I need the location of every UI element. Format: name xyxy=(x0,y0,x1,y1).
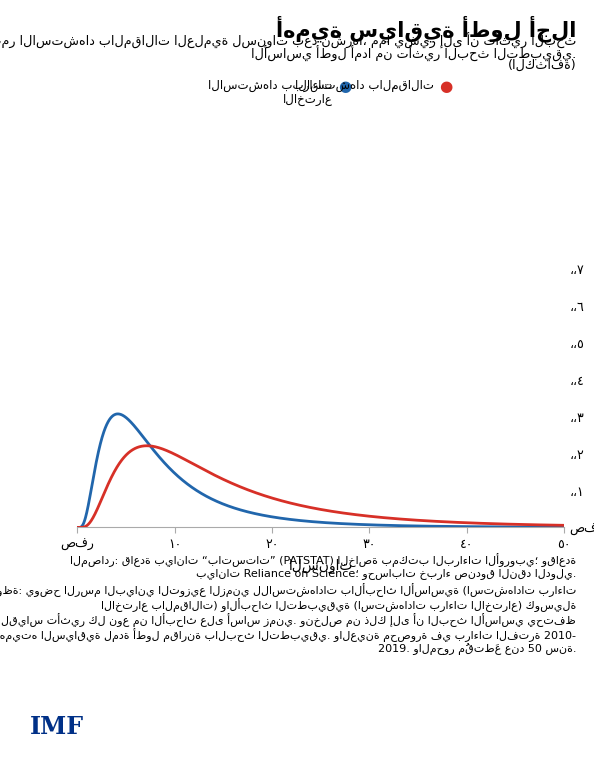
X-axis label: السنوات: السنوات xyxy=(289,559,353,574)
Text: ●: ● xyxy=(339,79,352,94)
Text: ملحوظة: يوضح الرسم البياني التوزيع الزمني للاستشهادات بالأبحاث الأساسية (استشهاد: ملحوظة: يوضح الرسم البياني التوزيع الزمن… xyxy=(0,583,576,597)
Text: الاستشهاد بالمقالات: الاستشهاد بالمقالات xyxy=(295,79,434,92)
Text: الاستشهاد ببراءات: الاستشهاد ببراءات xyxy=(208,79,333,92)
Text: الأساسي أطول أمدا من تأثير البحث التطبيقي.: الأساسي أطول أمدا من تأثير البحث التطبيق… xyxy=(251,46,576,62)
Text: أهمية سياقية أطول أجلا: أهمية سياقية أطول أجلا xyxy=(276,15,576,42)
Text: IMF: IMF xyxy=(30,715,84,739)
Text: ●: ● xyxy=(440,79,453,94)
Text: الاختراع: الاختراع xyxy=(283,93,333,106)
Text: المصادر: قاعدة بيانات “باتستات” (PATSTAT) الخاصة بمكتب البراءات الأوروبي؛ وقاعدة: المصادر: قاعدة بيانات “باتستات” (PATSTAT… xyxy=(70,553,576,567)
Text: بأهميته السياقية لمدة أطول مقارنة بالبحث التطبيقي. والعينة محصورة في براءات الفت: بأهميته السياقية لمدة أطول مقارنة بالبحث… xyxy=(0,628,576,642)
Text: (الكثافة): (الكثافة) xyxy=(507,59,576,72)
Text: 2019. والمحور مُقتطَع عند 50 سنة.: 2019. والمحور مُقتطَع عند 50 سنة. xyxy=(378,643,576,655)
Text: يستمر الاستشهاد بالمقالات العلمية لسنوات بعد نشرها، مما يشير إلى أن تأثير البحث: يستمر الاستشهاد بالمقالات العلمية لسنوات… xyxy=(0,33,576,49)
Text: الاختراع بالمقالات) والأبحاث التطبيقية (استشهادات براءات الاختراع) كوسيلة: الاختراع بالمقالات) والأبحاث التطبيقية (… xyxy=(101,598,576,612)
Text: بيانات Reliance on Science؛ وحسابات خبراء صندوق النقد الدولي.: بيانات Reliance on Science؛ وحسابات خبرا… xyxy=(196,568,576,579)
Text: لقياس تأثير كل نوع من الأبحاث على أساس زمني. ونخلص من ذلك إلى أن البحث الأساسي ي: لقياس تأثير كل نوع من الأبحاث على أساس ز… xyxy=(1,613,576,627)
